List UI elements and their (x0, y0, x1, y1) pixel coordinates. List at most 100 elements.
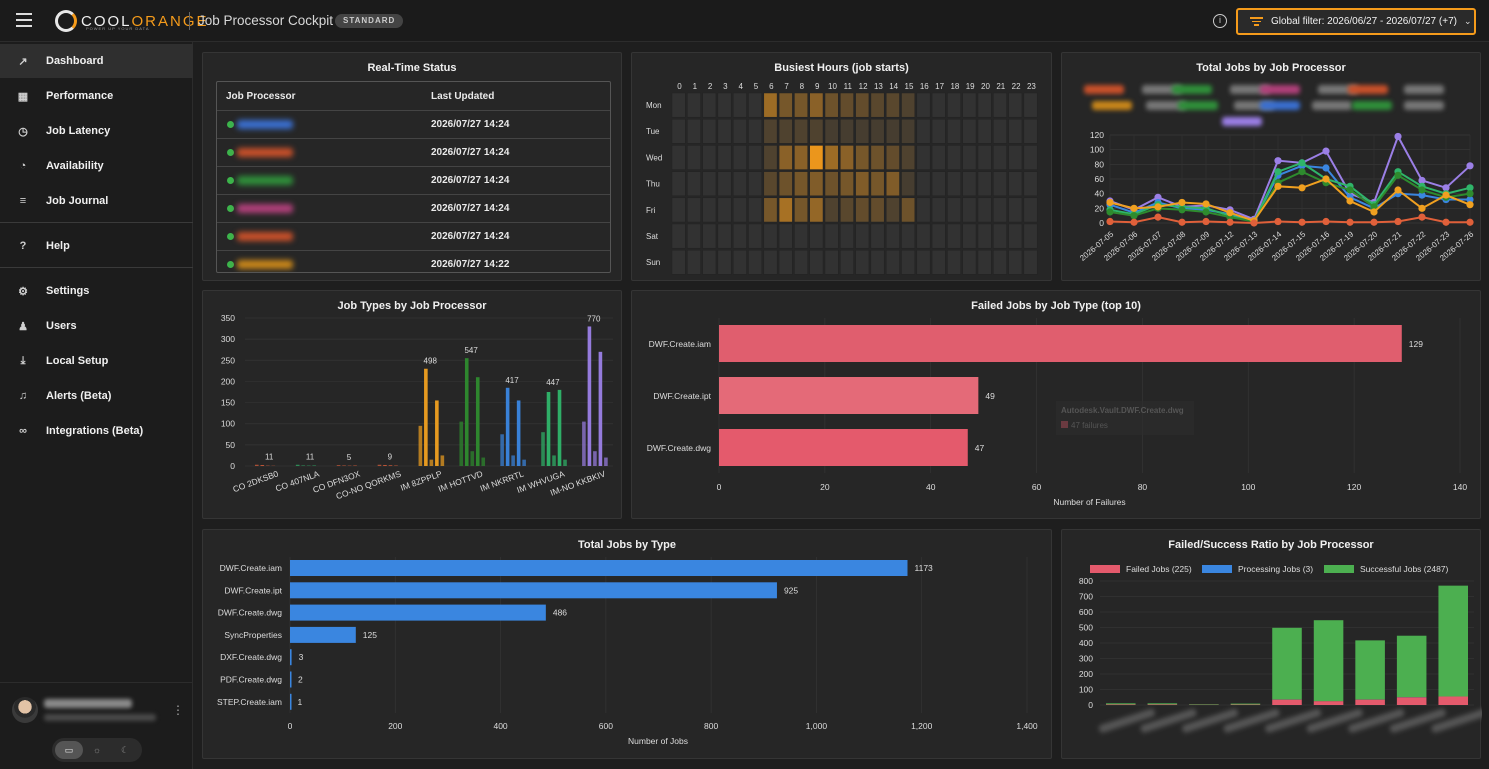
moon-icon[interactable]: ☾ (120, 744, 130, 755)
avatar[interactable] (12, 697, 38, 723)
bar-total-label: 498 (424, 357, 438, 366)
table-row[interactable]: 2026/07/27 14:22 (217, 250, 610, 272)
series-line (1109, 177, 1471, 222)
heatmap-cell (885, 171, 900, 197)
sidebar-item-label: Integrations (Beta) (46, 425, 144, 437)
bar-total-label: 11 (306, 453, 315, 462)
heatmap-cell (1023, 118, 1038, 144)
y-tick-label: 250 (221, 355, 235, 365)
legend-item-redacted (1142, 85, 1182, 94)
heatmap-cell (962, 171, 977, 197)
x-tick-label: 60 (1032, 482, 1042, 492)
bar-value-label: 49 (985, 391, 995, 401)
heatmap-cell (794, 92, 808, 118)
table-row[interactable]: 2026/07/27 14:24 (217, 110, 610, 138)
heatmap-cell (732, 118, 747, 144)
data-point (1322, 164, 1330, 172)
sidebar-item-local-setup[interactable]: ⤓ Local Setup (0, 344, 193, 378)
info-icon[interactable]: i (1213, 14, 1227, 28)
sidebar-item-job-latency[interactable]: ◷ Job Latency (0, 114, 193, 148)
tooltip-title: Autodesk.Vault.DWF.Create.dwg (1061, 406, 1184, 415)
legend-item-redacted (1352, 101, 1392, 110)
heatmap-cell (916, 118, 931, 144)
more-options-icon[interactable]: ⋮ (172, 703, 184, 717)
sidebar-item-alerts-beta[interactable]: ♫ Alerts (Beta) (0, 379, 193, 413)
data-point (1442, 184, 1450, 192)
heatmap-cell (840, 118, 854, 144)
y-tick-label: DWF.Create.ipt (224, 585, 282, 595)
x-tick-label: 100 (1241, 482, 1255, 492)
heatmap-chart: 0 1 2 3 4 5 6 7 8 9 10 11 12 13 14 15 16 17 18 19 20 21 22 23Mo… (646, 82, 1038, 275)
heatmap-cell (993, 92, 1007, 118)
menu-icon[interactable] (16, 13, 32, 27)
heatmap-cell (671, 249, 686, 275)
bar-value-label: 486 (553, 608, 567, 618)
sun-icon[interactable]: ☼ (92, 745, 102, 755)
heatmap-cell (931, 92, 946, 118)
hour-label: 19 (966, 82, 975, 91)
sidebar-item-availability[interactable]: ◔ Availability (0, 149, 193, 183)
legend-item-redacted (1222, 117, 1262, 126)
hour-label: 14 (889, 82, 898, 91)
theme-toggle[interactable]: ▭ ☼ ☾ (52, 738, 142, 762)
sidebar-item-users[interactable]: ♟ Users (0, 309, 193, 343)
heatmap-cell (809, 249, 824, 275)
heatmap-cell (947, 249, 961, 275)
help-icon: ? (19, 240, 27, 252)
bar (541, 432, 545, 466)
hour-label: 3 (723, 82, 728, 91)
brand-accent: ORANGE (131, 12, 209, 30)
tooltip-value: 47 failures (1071, 421, 1108, 430)
data-point (1394, 186, 1402, 194)
heatmap-cell (824, 197, 839, 223)
legend-item-redacted (1404, 101, 1444, 110)
monitor-icon[interactable]: ▭ (55, 741, 83, 759)
sidebar-item-performance[interactable]: ▦ Performance (0, 79, 193, 113)
x-tick-label-redacted (1265, 708, 1322, 733)
user-email-redacted (44, 714, 156, 721)
busiest-hours-card: Busiest Hours (job starts) 0 1 2 3 4 5 6 7 8 9 10 1… (631, 52, 1052, 281)
data-point (1442, 218, 1450, 226)
legend-item-redacted (1318, 85, 1358, 94)
global-filter-button[interactable]: Global filter: 2026/06/27 - 2026/07/27 (… (1236, 8, 1476, 35)
sidebar-item-job-journal[interactable]: ≡ Job Journal (0, 184, 193, 218)
sidebar-item-dashboard[interactable]: ↗ Dashboard (0, 44, 193, 78)
brand-main: COOL (81, 12, 132, 30)
bar (522, 459, 526, 466)
table-row[interactable]: 2026/07/27 14:24 (217, 166, 610, 194)
data-point (1130, 218, 1138, 226)
table-row[interactable]: 2026/07/27 14:24 (217, 222, 610, 250)
heatmap-cell (748, 249, 763, 275)
sidebar-item-integrations-beta[interactable]: ∞ Integrations (Beta) (0, 414, 193, 448)
y-tick-label: 100 (221, 419, 235, 429)
brand-logo[interactable]: COOLORANGE (55, 9, 209, 33)
hour-label: 8 (800, 82, 805, 91)
bar (475, 377, 480, 466)
data-point (1418, 186, 1426, 194)
heatmap-cell (717, 197, 732, 223)
sidebar-item-settings[interactable]: ⚙ Settings (0, 274, 193, 308)
heatmap-cell (732, 249, 747, 275)
table-row[interactable]: 2026/07/27 14:24 (217, 194, 610, 222)
heatmap-cell (778, 92, 793, 118)
legend-item-redacted (1404, 85, 1444, 94)
y-tick-label: 200 (1079, 669, 1093, 679)
heatmap-cell (794, 171, 808, 197)
heatmap-cell (870, 118, 885, 144)
table-row[interactable]: 2026/07/27 14:24 (217, 138, 610, 166)
sidebar-item-help[interactable]: ? Help (0, 229, 193, 263)
heatmap-cell (855, 223, 870, 249)
heatmap-cell (947, 92, 961, 118)
series-line (1109, 161, 1471, 223)
data-point (1394, 171, 1402, 179)
bar (295, 464, 300, 466)
data-point (1154, 193, 1162, 201)
heatmap-cell (778, 171, 793, 197)
data-point (1370, 218, 1378, 226)
data-point (1274, 217, 1282, 226)
bar (290, 649, 292, 666)
y-tick-label: 600 (1079, 607, 1093, 617)
bar-segment (1272, 699, 1302, 705)
bar (290, 582, 777, 599)
bar (604, 457, 608, 466)
